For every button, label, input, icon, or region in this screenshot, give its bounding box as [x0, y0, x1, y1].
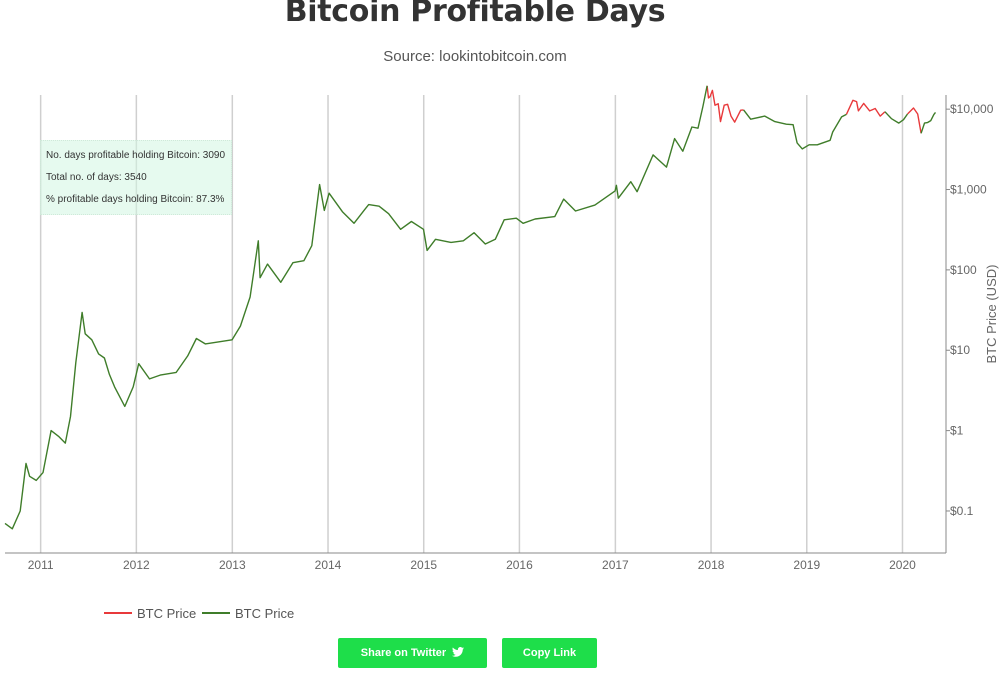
stat-profitable-days: No. days profitable holding Bitcoin: 309…: [46, 150, 226, 161]
x-tick-label-2019: 2019: [793, 558, 820, 572]
x-tick-label-2014: 2014: [315, 558, 342, 572]
x-tick-label-2020: 2020: [889, 558, 916, 572]
legend-label-0: BTC Price: [137, 606, 196, 621]
share-on-twitter-button[interactable]: Share on Twitter: [338, 638, 487, 668]
twitter-icon: [452, 647, 465, 657]
share-on-twitter-label: Share on Twitter: [360, 647, 447, 659]
copy-link-button[interactable]: Copy Link: [502, 638, 597, 668]
stat-total-days: Total no. of days: 3540: [46, 172, 147, 183]
x-tick-label-2018: 2018: [698, 558, 725, 572]
y-tick-label-1: $1: [950, 424, 964, 438]
series-line-1: [4, 85, 937, 530]
stats-box: No. days profitable holding Bitcoin: 309…: [40, 140, 232, 215]
y-tick-label-3: $100: [950, 263, 977, 277]
chart-title: Bitcoin Profitable Days: [284, 0, 666, 29]
y-tick-label-4: $1,000: [950, 183, 987, 197]
y-axis-title: BTC Price (USD): [984, 265, 999, 364]
x-tick-label-2016: 2016: [506, 558, 533, 572]
legend-label-1: BTC Price: [235, 606, 294, 621]
x-tick-label-2011: 2011: [28, 558, 54, 572]
chart-subtitle: Source: lookintobitcoin.com: [383, 48, 567, 65]
x-tick-label-2012: 2012: [123, 558, 150, 572]
y-tick-label-5: $10,000: [950, 102, 994, 116]
x-tick-label-2017: 2017: [602, 558, 629, 572]
y-tick-label-2: $10: [950, 343, 970, 357]
series-line-0: [706, 85, 922, 134]
stat-profitable-percent: % profitable days holding Bitcoin: 87.3%: [46, 194, 225, 205]
x-tick-label-2013: 2013: [219, 558, 246, 572]
x-tick-label-2015: 2015: [410, 558, 437, 572]
y-tick-label-0: $0.1: [950, 504, 974, 518]
